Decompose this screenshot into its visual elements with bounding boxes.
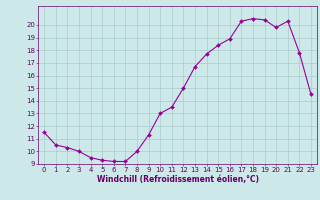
X-axis label: Windchill (Refroidissement éolien,°C): Windchill (Refroidissement éolien,°C) [97, 175, 259, 184]
